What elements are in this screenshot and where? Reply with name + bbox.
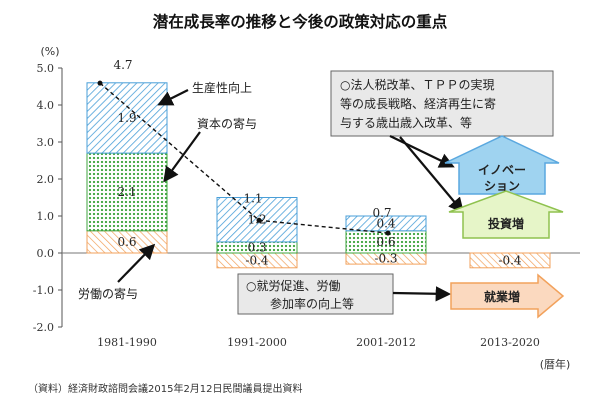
y-tick-label: 3.0 (37, 136, 55, 149)
annotation-capital-label: 資本の寄与 (197, 116, 257, 131)
total-value-label: 0.7 (372, 206, 391, 220)
annotation-productivity: 生産性向上 (157, 80, 252, 106)
capital-segment (86, 152, 168, 232)
segment-value-label: 0.3 (247, 240, 266, 254)
y-axis-unit: (%) (40, 45, 59, 58)
segment-value-label: 1.9 (117, 111, 136, 125)
segment-value-label: 0.6 (117, 235, 136, 249)
policy-box-top-line-3: 与する歳出歳入改革、等 (340, 116, 472, 130)
investment-label: 投資増 (488, 216, 524, 231)
total-point (385, 230, 391, 236)
innovation-label-1: イノベー (478, 163, 526, 177)
y-tick-label: 4.0 (37, 99, 55, 112)
policy-box-top: ○法人税改革、ＴＰＰの実現 等の成長戦略、経済再生に寄 与する歳出歳入改革、等 (330, 70, 554, 214)
segment-value-label: -0.4 (245, 253, 269, 267)
x-category-label: 2001-2012 (356, 336, 416, 349)
annotation-productivity-label: 生産性向上 (192, 80, 252, 95)
total-point (256, 217, 262, 223)
policy-box-bottom-frame (237, 273, 394, 315)
segment-value-label: -0.3 (374, 252, 397, 266)
y-tick-label: 1.0 (37, 210, 55, 223)
policy-box-top-line-2: 等の成長戦略、経済再生に寄 (340, 96, 496, 111)
innovation-arrow: イノベー ション (444, 135, 560, 195)
policy-box-bottom-line-2: 参加率の向上等 (270, 296, 354, 311)
segment-value-label: -0.4 (498, 253, 522, 267)
policy-box-bottom: ○就労促進、労働 参加率の向上等 (237, 273, 452, 315)
total-value-label: 4.7 (113, 58, 132, 72)
innovation-label-2: ション (484, 179, 520, 193)
policy-box-top-frame (330, 70, 554, 137)
labor-segment (469, 252, 551, 269)
investment-arrow: 投資増 (448, 190, 564, 239)
segment-value-label: 0.6 (376, 235, 395, 249)
x-category-label: 1991-2000 (227, 336, 287, 349)
y-tick-label: 2.0 (37, 173, 55, 186)
total-point (97, 80, 103, 86)
trend-line (97, 80, 391, 236)
policy-box-top-line-1: ○法人税改革、ＴＰＰの実現 (340, 77, 494, 92)
total-value-label: 1.1 (243, 191, 262, 205)
policy-box-bottom-line-1: ○就労促進、労働 (246, 279, 340, 293)
y-tick-label: -2.0 (33, 321, 54, 334)
annotation-capital: 資本の寄与 (163, 116, 257, 183)
y-tick-label: 5.0 (37, 62, 55, 75)
source-note: （資料）経済財政諮問会議2015年2月12日民間議員提出資料 (28, 382, 303, 395)
y-tick-label: 0.0 (37, 247, 55, 260)
bars: 0.62.11.91981-19904.7-0.40.31.21991-2000… (86, 58, 551, 349)
y-tick-label: -1.0 (33, 284, 54, 297)
segment-value-label: 0.4 (376, 216, 395, 230)
annotation-labor: 労働の寄与 (78, 243, 156, 301)
annotation-labor-label: 労働の寄与 (78, 286, 138, 301)
productivity-segment (345, 215, 427, 232)
employment-arrow: 就業増 (450, 273, 565, 319)
employment-label: 就業増 (484, 289, 520, 304)
x-category-label: 1981-1990 (97, 336, 157, 349)
segment-value-label: 2.1 (117, 185, 136, 199)
productivity-segment (86, 82, 168, 154)
x-axis-unit: (暦年) (540, 357, 571, 371)
x-category-label: 2013-2020 (480, 336, 540, 349)
chart-title: 潜在成長率の推移と今後の政策対応の重点 (153, 12, 448, 31)
